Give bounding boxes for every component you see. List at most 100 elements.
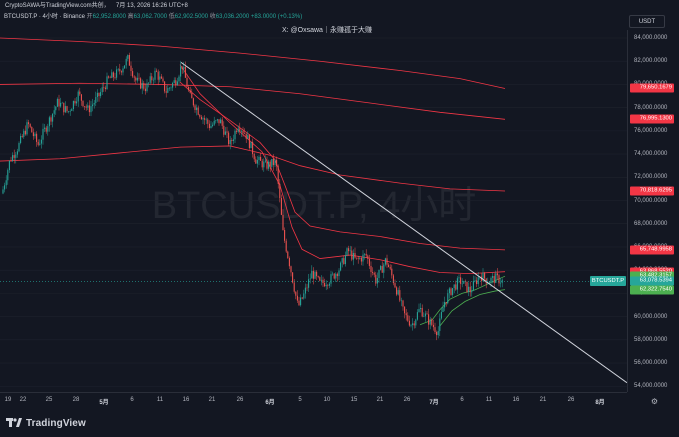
candle-body [21,136,23,137]
candle-body [256,160,258,164]
candle-body [277,166,279,184]
candle-body [408,320,410,326]
candle-body [252,141,254,155]
price-tick: 60,000.0000 [634,313,668,320]
candle-body [279,183,281,199]
candle-body [84,106,86,107]
candle-body [400,300,402,302]
candle-body [300,297,302,306]
time-tick: 16 [512,397,520,403]
candle-body [364,253,366,255]
candle-body [194,105,196,110]
candle-body [487,283,489,284]
price-badge: 63,078.5394 [630,276,674,286]
candle-body [173,80,175,84]
candle-body [456,278,458,290]
candle-body [348,248,350,252]
candle-body [90,106,92,113]
price-axis[interactable]: 84,000.000082,000.000080,000.000078,000.… [627,30,679,392]
candle-body [212,124,214,127]
price-tick: 76,000.0000 [634,127,668,134]
price-badge: 76,995.1300 [630,114,674,124]
candle-body [228,132,230,145]
candle-body [106,76,108,90]
price-chart[interactable]: BTCUSDT.P, 4小时 [0,30,627,392]
time-tick: 25 [45,397,53,403]
candle-body [63,102,65,113]
candle-body [237,128,239,132]
candle-body [48,117,50,127]
candle-body [215,120,217,122]
candle-body [317,276,319,278]
candle-body [210,126,212,129]
candle-body [26,122,28,135]
candle-body [186,77,188,88]
candle-body [93,102,95,105]
candle-body [359,257,361,259]
candle-body [360,257,362,262]
candle-body [444,302,446,308]
time-tick: 6 [460,397,464,403]
candle-body [189,90,191,93]
candle-body [104,87,106,90]
candle-body [380,266,382,270]
candle-body [460,277,462,284]
price-tick: 72,000.0000 [634,174,668,181]
gear-icon[interactable]: ⚙ [650,397,659,406]
time-axis[interactable]: 19 22 25 28 5月 6 11 16 21 26 6月 5 10 15 21 26 7月 6 11 16 21 2… [0,392,627,411]
candle-body [40,139,42,144]
candle-body [157,71,159,80]
candle-body [424,313,426,317]
short-ma-line [419,275,506,326]
candle-body [389,267,391,269]
candle-body [80,94,82,101]
candle-body [207,119,209,124]
candle-body [391,268,393,276]
candle-body [192,98,194,106]
candle-body [287,251,289,258]
legend-change: +83.0000 (+0.13%) [250,14,303,20]
candle-body [149,76,151,83]
candle-body [34,133,36,137]
tradingview-logo-icon [6,418,22,427]
publisher-label: CryptoSAWA与TradingView.com共创， [5,3,110,9]
chart-watermark: BTCUSDT.P, 4小时 [152,185,477,227]
candle-body [170,87,172,89]
legend-symbol[interactable]: BTCUSDT.P · 4小时 · Binance [4,14,85,20]
tradingview-logo[interactable]: TradingView [6,416,86,430]
tradingview-brand: TradingView [26,417,86,429]
currency-button[interactable]: USDT [629,15,665,28]
candle-body [239,128,241,132]
candle-body [234,130,236,140]
candle-body [231,140,233,141]
short-ma-line [439,289,506,327]
candle-body [226,131,228,133]
candle-body [53,110,55,114]
candle-body [344,255,346,265]
candle-body [52,113,54,122]
trend-line[interactable] [180,61,627,384]
candle-body [399,290,401,301]
candle-body [112,72,114,78]
candle-body [208,123,210,129]
candle-body [200,116,202,120]
candle-body [68,111,70,112]
candle-body [426,313,428,315]
candle-body [293,282,295,292]
candle-body [308,279,310,288]
symbol-legend[interactable]: BTCUSDT.P · 4小时 · Binance 开62,952.8000 高… [4,12,302,22]
candle-body [255,159,257,164]
candle-body [61,102,63,104]
candle-body [160,76,162,79]
candle-body [218,119,220,124]
legend-close-label: 收 [209,14,216,20]
candle-body [354,252,356,258]
candle-body [472,281,474,291]
time-tick: 21 [376,397,384,403]
time-tick: 26 [567,397,575,403]
time-tick: 7月 [429,400,439,406]
candle-body [138,77,140,79]
candle-body [373,272,375,275]
time-tick: 21 [208,397,216,403]
candle-body [311,270,313,279]
